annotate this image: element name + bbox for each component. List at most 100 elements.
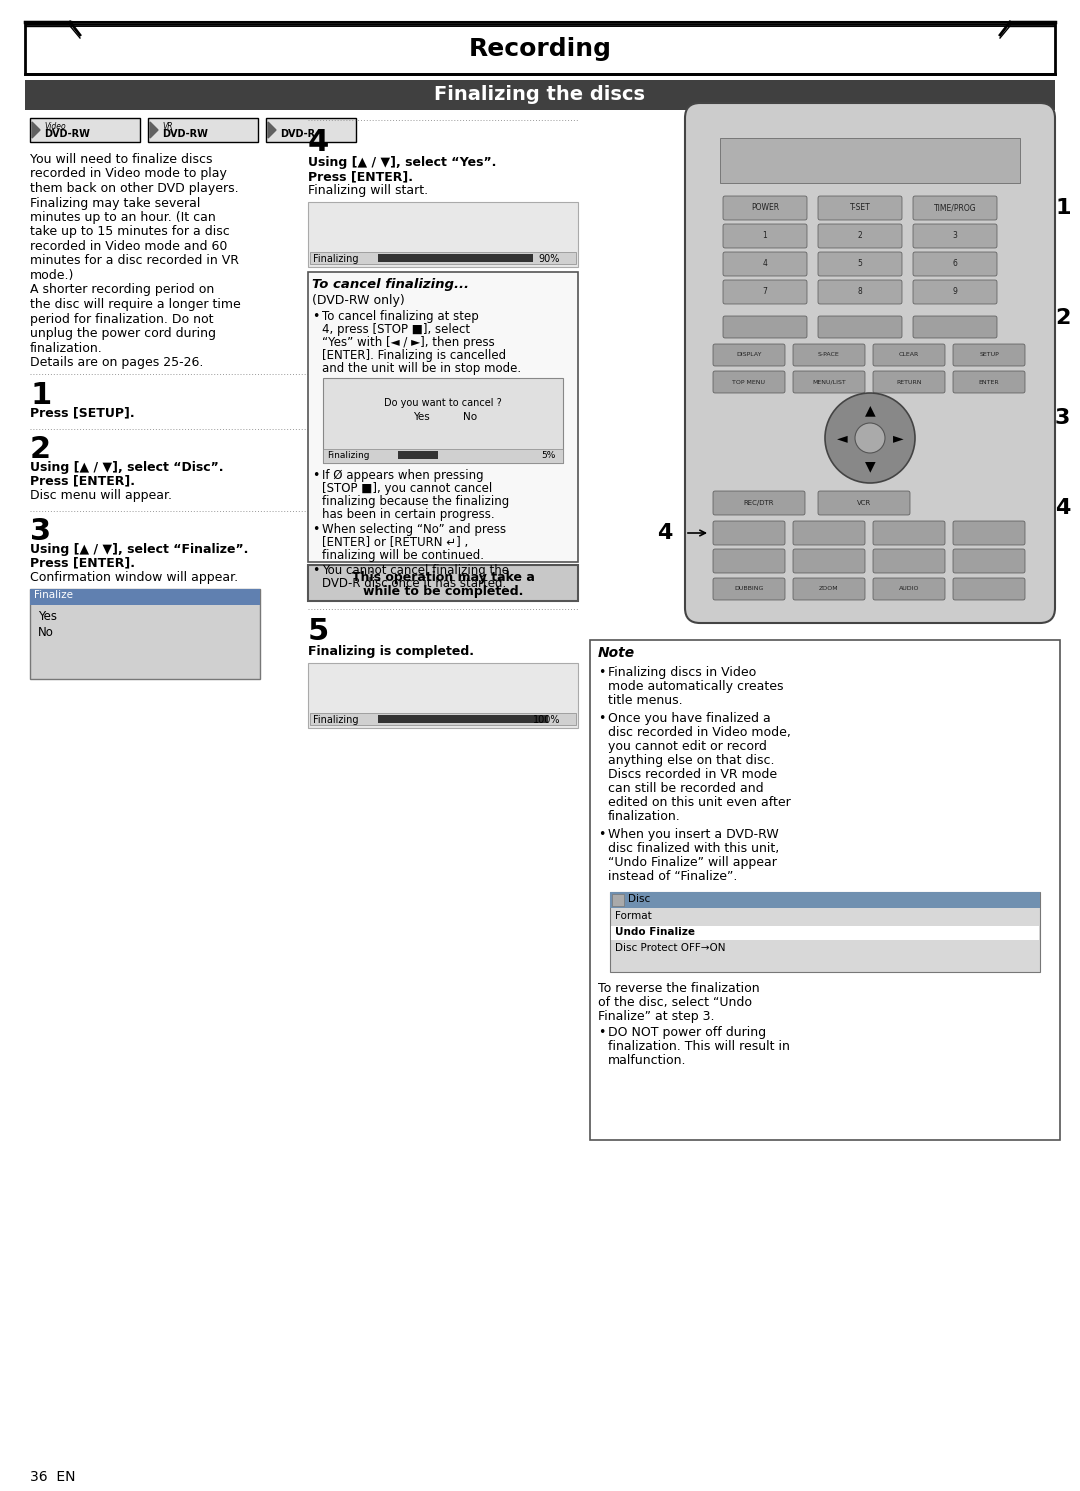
FancyBboxPatch shape — [953, 579, 1025, 599]
Text: VCR: VCR — [856, 499, 872, 505]
Bar — [30, 118, 140, 142]
FancyBboxPatch shape — [713, 549, 785, 573]
Text: 2: 2 — [858, 231, 862, 240]
Text: while to be completed.: while to be completed. — [363, 584, 523, 598]
FancyBboxPatch shape — [685, 103, 1055, 623]
Text: the disc will require a longer time: the disc will require a longer time — [30, 298, 241, 312]
Text: “Undo Finalize” will appear: “Undo Finalize” will appear — [608, 856, 777, 869]
Text: Do you want to cancel ?: Do you want to cancel ? — [384, 398, 502, 409]
Text: DVD-R: DVD-R — [280, 130, 315, 139]
Text: •: • — [312, 523, 320, 535]
Text: To cancel finalizing at step: To cancel finalizing at step — [322, 310, 478, 324]
Text: has been in certain progress.: has been in certain progress. — [322, 508, 495, 520]
FancyBboxPatch shape — [793, 520, 865, 546]
Text: finalizing because the finalizing: finalizing because the finalizing — [322, 495, 510, 508]
Text: SETUP: SETUP — [980, 352, 999, 358]
Text: ENTER: ENTER — [978, 380, 999, 385]
Text: of the disc, select “Undo: of the disc, select “Undo — [598, 996, 752, 1009]
Text: ▼: ▼ — [865, 459, 875, 473]
Text: 4: 4 — [308, 128, 329, 157]
Text: 3: 3 — [30, 516, 51, 546]
FancyBboxPatch shape — [913, 195, 997, 221]
FancyBboxPatch shape — [953, 371, 1025, 394]
Text: MENU/LIST: MENU/LIST — [812, 380, 846, 385]
Bar — [25, 81, 1055, 110]
Text: Press [ENTER].: Press [ENTER]. — [308, 170, 413, 183]
Bar — [266, 118, 356, 142]
Text: Recording: Recording — [469, 37, 611, 61]
Text: 5: 5 — [858, 259, 863, 268]
Text: disc recorded in Video mode,: disc recorded in Video mode, — [608, 726, 791, 740]
Text: 9: 9 — [953, 288, 958, 297]
Bar — [610, 892, 1040, 972]
Circle shape — [825, 394, 915, 483]
Bar — [148, 118, 258, 142]
Text: Using [▲ / ▼], select “Finalize”.: Using [▲ / ▼], select “Finalize”. — [30, 543, 248, 556]
FancyBboxPatch shape — [913, 280, 997, 304]
Text: title menus.: title menus. — [608, 693, 683, 707]
Text: You will need to finalize discs: You will need to finalize discs — [30, 154, 213, 166]
Text: Undo Finalize: Undo Finalize — [615, 927, 696, 936]
FancyBboxPatch shape — [793, 579, 865, 599]
FancyBboxPatch shape — [713, 344, 785, 365]
Text: Finalizing may take several: Finalizing may take several — [30, 197, 201, 210]
Text: Press [ENTER].: Press [ENTER]. — [30, 556, 135, 570]
Text: Details are on pages 25-26.: Details are on pages 25-26. — [30, 356, 203, 368]
Text: edited on this unit even after: edited on this unit even after — [608, 796, 791, 810]
Text: Finalize: Finalize — [33, 590, 73, 601]
Circle shape — [855, 423, 885, 453]
Text: DVD-RW: DVD-RW — [44, 130, 90, 139]
Text: Finalizing is completed.: Finalizing is completed. — [308, 646, 474, 658]
Text: Finalizing the discs: Finalizing the discs — [434, 85, 646, 104]
Text: disc finalized with this unit,: disc finalized with this unit, — [608, 842, 780, 854]
Text: and the unit will be in stop mode.: and the unit will be in stop mode. — [322, 362, 522, 376]
Bar — [399, 450, 438, 459]
Text: You cannot cancel finalizing the: You cannot cancel finalizing the — [322, 564, 509, 577]
Text: ◄: ◄ — [837, 431, 848, 444]
Text: 8: 8 — [858, 288, 862, 297]
Text: Yes: Yes — [413, 412, 430, 422]
FancyBboxPatch shape — [913, 224, 997, 248]
Bar — [720, 139, 1020, 183]
FancyBboxPatch shape — [713, 371, 785, 394]
Text: 4: 4 — [762, 259, 768, 268]
Text: take up to 15 minutes for a disc: take up to 15 minutes for a disc — [30, 225, 230, 239]
Text: period for finalization. Do not: period for finalization. Do not — [30, 313, 214, 325]
FancyBboxPatch shape — [793, 549, 865, 573]
Text: No: No — [38, 626, 54, 640]
Text: If Ø appears when pressing: If Ø appears when pressing — [322, 470, 484, 482]
Text: •: • — [598, 666, 606, 678]
Text: [ENTER] or [RETURN ↵] ,: [ENTER] or [RETURN ↵] , — [322, 535, 469, 549]
Text: “Yes” with [◄ / ►], then press: “Yes” with [◄ / ►], then press — [322, 335, 495, 349]
Text: Finalizing: Finalizing — [313, 253, 359, 264]
Text: Finalizing: Finalizing — [313, 716, 359, 725]
Text: finalization.: finalization. — [30, 341, 103, 355]
Text: Disc menu will appear.: Disc menu will appear. — [30, 489, 172, 501]
Text: finalization.: finalization. — [608, 810, 680, 823]
Text: •: • — [598, 1026, 606, 1039]
Text: anything else on that disc.: anything else on that disc. — [608, 754, 774, 766]
Text: them back on other DVD players.: them back on other DVD players. — [30, 182, 239, 195]
FancyBboxPatch shape — [818, 280, 902, 304]
Bar — [308, 201, 578, 267]
Text: Using [▲ / ▼], select “Yes”.: Using [▲ / ▼], select “Yes”. — [308, 157, 497, 168]
Text: 6: 6 — [953, 259, 958, 268]
Text: DUBBING: DUBBING — [734, 586, 764, 592]
Text: (DVD-RW only): (DVD-RW only) — [312, 294, 405, 307]
FancyBboxPatch shape — [793, 371, 865, 394]
Text: unplug the power cord during: unplug the power cord during — [30, 327, 216, 340]
Text: TIME/PROG: TIME/PROG — [934, 203, 976, 213]
Text: When you insert a DVD-RW: When you insert a DVD-RW — [608, 828, 779, 841]
FancyBboxPatch shape — [723, 224, 807, 248]
FancyBboxPatch shape — [723, 252, 807, 276]
Text: 2: 2 — [30, 434, 51, 464]
Text: Finalizing discs in Video: Finalizing discs in Video — [608, 666, 756, 678]
Text: When selecting “No” and press: When selecting “No” and press — [322, 523, 507, 535]
Text: To reverse the finalization: To reverse the finalization — [598, 983, 759, 994]
FancyBboxPatch shape — [818, 316, 902, 338]
Text: Press [ENTER].: Press [ENTER]. — [30, 474, 135, 488]
Bar — [612, 895, 624, 907]
Text: finalizing will be continued.: finalizing will be continued. — [322, 549, 484, 562]
Text: DVD-RW: DVD-RW — [162, 130, 207, 139]
Text: RETURN: RETURN — [896, 380, 921, 385]
